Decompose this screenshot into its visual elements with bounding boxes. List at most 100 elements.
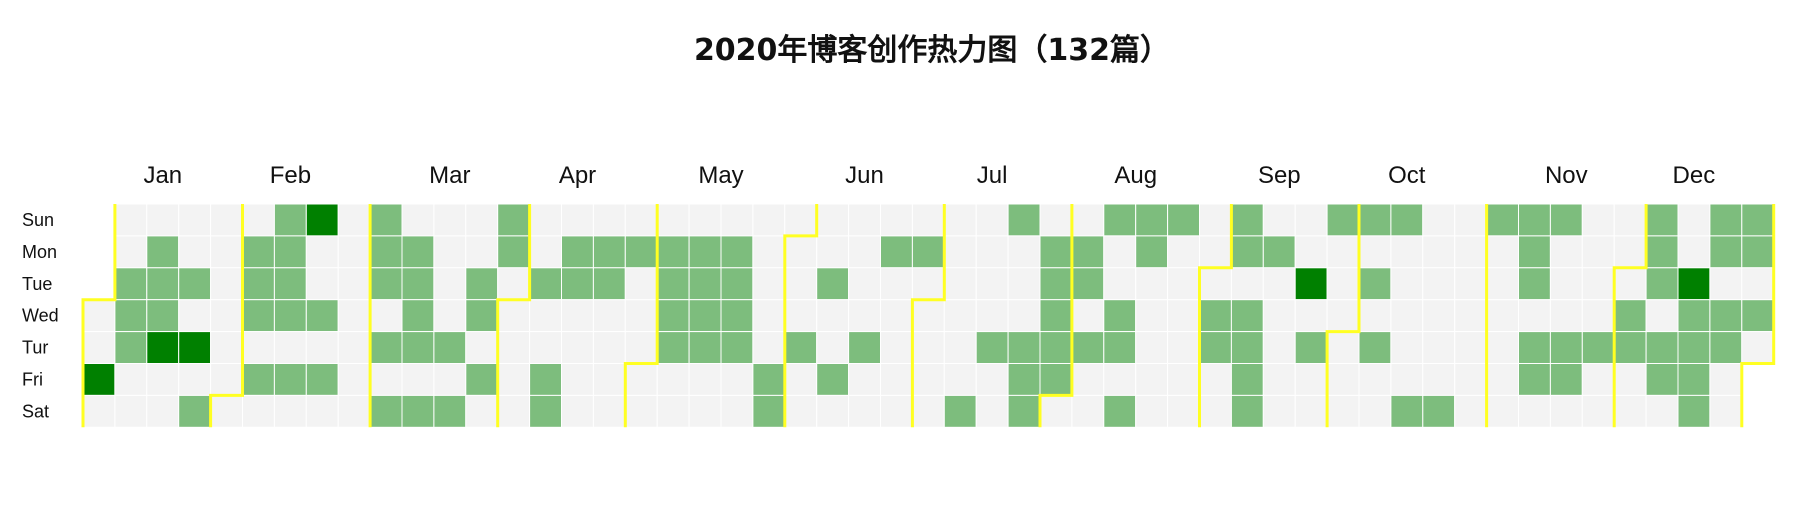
calendar-cell (1454, 331, 1488, 365)
calendar-cell (1071, 235, 1105, 269)
calendar-cell (1741, 331, 1775, 365)
calendar-cell (1358, 203, 1392, 237)
calendar-cell (1613, 267, 1647, 301)
calendar-cell (592, 267, 626, 301)
calendar-cell (146, 363, 180, 396)
calendar-cell (656, 331, 690, 365)
calendar-cell (1677, 394, 1711, 428)
calendar-cell (497, 235, 531, 269)
calendar-cell (337, 331, 371, 365)
calendar-cell (975, 394, 1009, 428)
calendar-cell (401, 235, 435, 269)
calendar-cell (1549, 394, 1583, 428)
month-separator-end (1740, 204, 1776, 428)
calendar-cell (1358, 394, 1392, 428)
calendar-cell (401, 267, 435, 301)
month-label-aug: Aug (1114, 162, 1157, 189)
calendar-cell (1199, 331, 1232, 365)
calendar-cell (1358, 363, 1392, 396)
calendar-cell (624, 363, 658, 396)
calendar-cell (1103, 394, 1137, 428)
calendar-cell (848, 363, 881, 396)
month-separator (1198, 204, 1233, 428)
month-label-mar: Mar (429, 162, 470, 189)
month-separator (81, 204, 117, 428)
calendar-cell (1390, 203, 1424, 237)
calendar-cell (943, 267, 977, 301)
calendar-cell (1486, 299, 1519, 333)
calendar-cell (1677, 203, 1711, 237)
calendar-cell (1549, 363, 1583, 396)
month-label-apr: Apr (559, 162, 596, 189)
calendar-cell (720, 235, 754, 269)
calendar-cell (752, 203, 786, 237)
calendar-cell (1135, 299, 1169, 333)
calendar-cell (688, 331, 722, 365)
calendar-cell (178, 267, 212, 301)
calendar-cell (656, 394, 690, 428)
calendar-cell (1199, 363, 1232, 396)
calendar-cell (880, 203, 913, 237)
calendar-cell (1358, 331, 1392, 365)
calendar-cell (1645, 394, 1679, 428)
calendar-cell (210, 299, 244, 333)
calendar-cell (1518, 331, 1551, 365)
calendar-cell (1135, 203, 1169, 237)
calendar-cell (178, 363, 212, 396)
calendar-cell (114, 363, 148, 396)
calendar-cell (1039, 235, 1073, 269)
calendar-cell (816, 267, 850, 301)
calendar-cell (1103, 331, 1137, 365)
calendar-cell (1422, 299, 1456, 333)
calendar-cell (210, 394, 244, 428)
calendar-cell (975, 331, 1009, 365)
calendar-cell (1326, 235, 1360, 269)
calendar-cell (529, 363, 562, 396)
calendar-cell (1262, 267, 1296, 301)
calendar-cell (305, 235, 339, 269)
calendar-cell (656, 203, 690, 237)
calendar-cell (592, 203, 626, 237)
calendar-cell (273, 331, 307, 365)
calendar-cell (784, 203, 818, 237)
calendar-cell (1262, 363, 1296, 396)
calendar-cell (848, 331, 881, 365)
month-separator (623, 204, 659, 428)
month-separators (81, 204, 1776, 428)
calendar-cell (752, 331, 786, 365)
calendar-cell (1422, 267, 1456, 301)
month-separator (209, 204, 244, 428)
day-label-tue: Tue (22, 274, 52, 294)
calendar-cell (337, 203, 371, 237)
calendar-cell (529, 235, 562, 269)
calendar-cell (1709, 394, 1743, 428)
calendar-cell (146, 331, 180, 365)
calendar-cell (1518, 363, 1551, 396)
calendar-cell (1039, 331, 1073, 365)
calendar-cell (337, 363, 371, 396)
calendar-cell (1613, 299, 1647, 333)
calendar-cell (1741, 299, 1775, 333)
calendar-cell (1199, 235, 1232, 269)
calendar-cell (1262, 235, 1296, 269)
calendar-cell (592, 235, 626, 269)
calendar-cell (1677, 363, 1711, 396)
calendar-cell (529, 299, 562, 333)
calendar-cell (369, 363, 403, 396)
calendar-cell (433, 394, 467, 428)
calendar-cell (369, 203, 403, 237)
month-label-nov: Nov (1545, 162, 1588, 189)
calendar-cell (911, 394, 945, 428)
calendar-cell (720, 331, 754, 365)
calendar-cell (784, 299, 818, 333)
calendar-cell (1422, 363, 1456, 396)
calendar-cell (1167, 331, 1200, 365)
calendar-cell (242, 235, 275, 269)
calendar-cell (688, 235, 722, 269)
calendar-cell (273, 203, 307, 237)
calendar-cell (1167, 203, 1200, 237)
calendar-cell (1454, 363, 1488, 396)
calendar-cell (1135, 235, 1169, 269)
calendar-cell (1230, 267, 1264, 301)
